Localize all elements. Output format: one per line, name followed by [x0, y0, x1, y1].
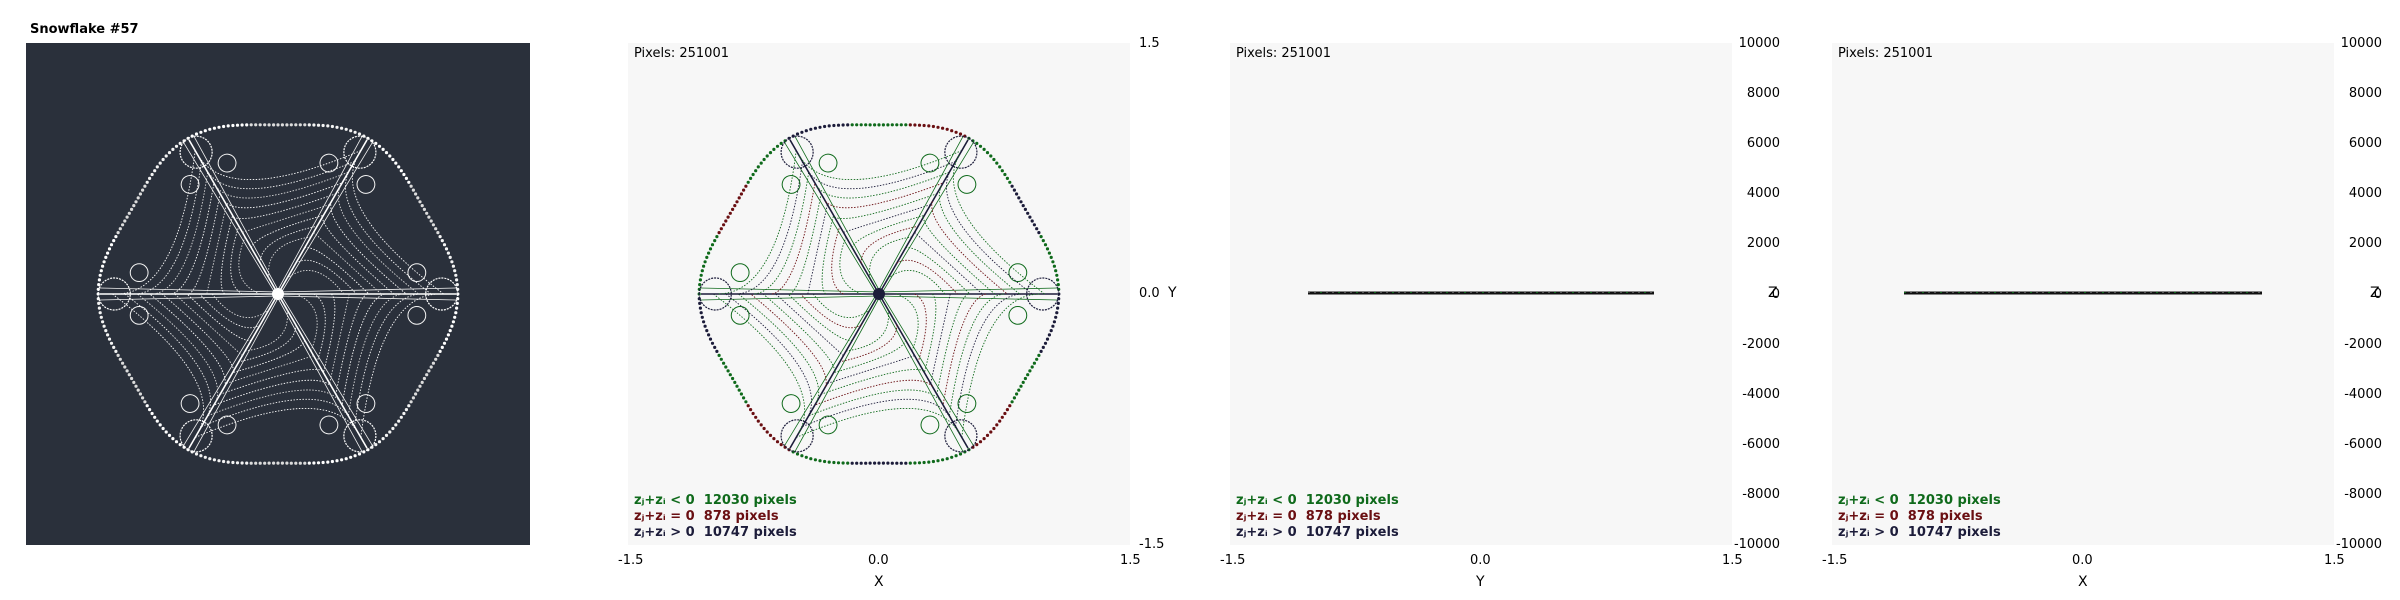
z-tick: -10000 [2335, 537, 2382, 552]
legend-negative: zⱼ+zᵢ < 0 12030 pixels [1236, 493, 1399, 508]
legend-negative: zⱼ+zᵢ < 0 12030 pixels [634, 493, 797, 508]
x-tick-min: -1.5 [618, 553, 644, 568]
window-title: Snowflake #57 [30, 22, 139, 37]
y-tick-max: 1.5 [1139, 36, 1160, 51]
legend-positive: zⱼ+zᵢ > 0 10747 pixels [1236, 525, 1399, 540]
yz-projection-render [1308, 291, 1654, 295]
snowflake-arm [780, 135, 962, 296]
z-tick: 0 [2373, 286, 2382, 302]
x-tick-min: -1.5 [1220, 553, 1246, 568]
z-tick: -10000 [1733, 537, 1780, 552]
x-tick-max: 1.5 [1722, 553, 1743, 568]
snowflake-rim [697, 123, 1061, 465]
z-tick: 2000 [1746, 236, 1780, 252]
z-tick: 10000 [1738, 36, 1780, 51]
snowflake-arm [876, 135, 1045, 296]
z-tick: -2000 [1742, 336, 1780, 352]
pixel-count-label: Pixels: 251001 [634, 46, 729, 61]
legend: zⱼ+zᵢ < 0 12030 pixels zⱼ+zᵢ = 0 878 pix… [1236, 493, 1399, 541]
z-tick: 4000 [2348, 186, 2382, 202]
z-tick: 4000 [1746, 186, 1780, 202]
legend-zero: zⱼ+zᵢ = 0 878 pixels [1236, 509, 1381, 524]
snowflake-canvas [26, 43, 530, 545]
xy-projection-render [697, 123, 1061, 465]
x-tick-max: 1.5 [1120, 553, 1141, 568]
legend: zⱼ+zᵢ < 0 12030 pixels zⱼ+zᵢ = 0 878 pix… [1838, 493, 2001, 541]
snowflake-arm [796, 292, 978, 453]
x-tick-min: -1.5 [1822, 553, 1848, 568]
legend-zero: zⱼ+zᵢ = 0 878 pixels [1838, 509, 1983, 524]
snowflake-render [26, 43, 530, 545]
legend-positive: zⱼ+zᵢ > 0 10747 pixels [634, 525, 797, 540]
x-tick-mid: 0.0 [868, 553, 889, 568]
y-tick-min: -1.5 [1139, 537, 1165, 552]
z-tick: 8000 [1746, 86, 1780, 102]
y-axis-name: Y [1168, 285, 1177, 301]
z-tick: -6000 [1742, 436, 1780, 452]
projection-line [1904, 291, 2262, 295]
x-tick-mid: 0.0 [1470, 553, 1491, 568]
legend: zⱼ+zᵢ < 0 12030 pixels zⱼ+zᵢ = 0 878 pix… [634, 493, 797, 541]
z-tick: 8000 [2348, 86, 2382, 102]
x-axis-name: X [2078, 574, 2088, 590]
projection-line [1308, 291, 1654, 295]
xz-projection-render [1904, 291, 2262, 295]
x-tick-mid: 0.0 [2072, 553, 2093, 568]
snowflake-rim [96, 123, 460, 465]
z-tick: -6000 [2344, 436, 2382, 452]
x-tick-max: 1.5 [2324, 553, 2345, 568]
z-tick: 0 [1771, 286, 1780, 302]
z-tick: -8000 [1742, 486, 1780, 502]
snowflake-arm [878, 263, 1060, 438]
z-tick: 6000 [2348, 136, 2382, 152]
snowflake-arm [698, 150, 880, 325]
legend-negative: zⱼ+zᵢ < 0 12030 pixels [1838, 493, 2001, 508]
snowflake-arm [713, 292, 882, 453]
snowflake-arm [277, 263, 459, 438]
z-tick: 6000 [1746, 136, 1780, 152]
z-axis-name: Z [1768, 285, 1778, 301]
z-tick: -2000 [2344, 336, 2382, 352]
x-axis-name: Y [1476, 574, 1485, 590]
z-tick: -4000 [2344, 386, 2382, 402]
z-tick: 2000 [2348, 236, 2382, 252]
pixel-count-label: Pixels: 251001 [1838, 46, 1933, 61]
z-tick: -8000 [2344, 486, 2382, 502]
z-tick: -4000 [1742, 386, 1780, 402]
snowflake-arm [275, 135, 444, 296]
snowflake-arm [97, 150, 279, 325]
legend-positive: zⱼ+zᵢ > 0 10747 pixels [1838, 525, 2001, 540]
xz-projection-panel: Pixels: 251001 zⱼ+zᵢ < 0 12030 pixels zⱼ… [1832, 43, 2334, 545]
snowflake-arm [195, 292, 377, 453]
legend-zero: zⱼ+zᵢ = 0 878 pixels [634, 509, 779, 524]
pixel-count-label: Pixels: 251001 [1236, 46, 1331, 61]
yz-projection-panel: Pixels: 251001 zⱼ+zᵢ < 0 12030 pixels zⱼ… [1230, 43, 1732, 545]
z-tick: 10000 [2340, 36, 2382, 51]
xy-projection-panel: Pixels: 251001 zⱼ+zᵢ < 0 12030 pixels zⱼ… [628, 43, 1130, 545]
x-axis-name: X [874, 574, 884, 590]
y-tick-mid: 0.0 [1139, 286, 1160, 301]
z-axis-name: Z [2370, 285, 2380, 301]
